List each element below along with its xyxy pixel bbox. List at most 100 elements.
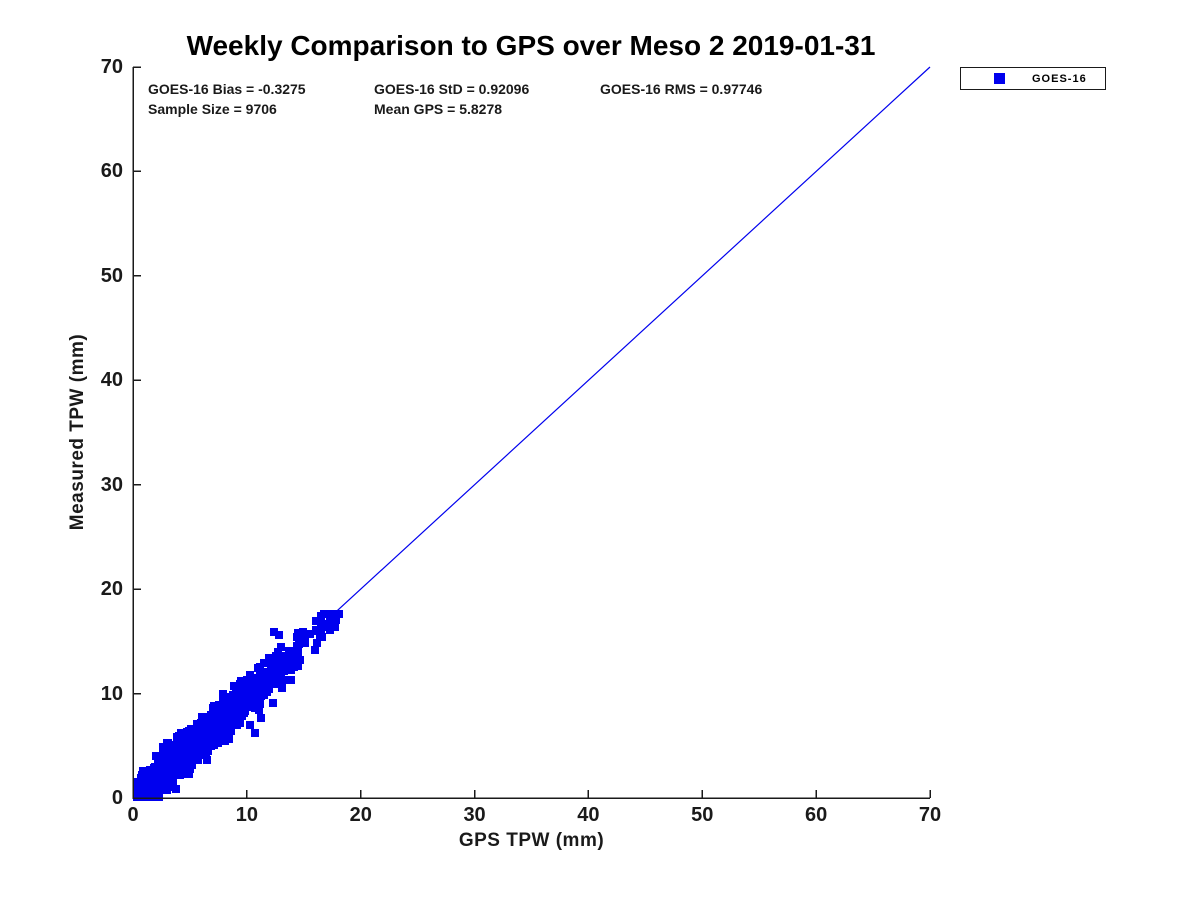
scatter-point [221, 713, 229, 721]
y-tick-label: 60 [100, 160, 123, 183]
scatter-point [210, 732, 218, 740]
scatter-point [270, 628, 278, 636]
legend-marker-square-icon [994, 73, 1005, 84]
scatter-point [233, 721, 241, 729]
scatter-point [278, 684, 286, 692]
scatter-point [277, 669, 285, 677]
scatter-point [160, 757, 168, 765]
scatter-point [187, 738, 195, 746]
scatter-series-goes16 [133, 610, 343, 801]
scatter-point [267, 660, 275, 668]
stat-std: GOES-16 StD = 0.92096 [374, 81, 530, 97]
scatter-point [290, 657, 298, 665]
scatter-point [311, 646, 319, 654]
scatter-point [280, 656, 288, 664]
x-tick-label: 70 [918, 804, 942, 826]
x-tick-label: 20 [349, 804, 372, 826]
scatter-point [161, 778, 169, 786]
scatter-point [215, 715, 223, 723]
scatter-point [294, 662, 302, 670]
scatter-point [237, 677, 245, 685]
scatter-point [247, 699, 255, 707]
scatter-point [153, 772, 161, 780]
scatter-point [190, 748, 198, 756]
scatter-point [332, 616, 340, 624]
stat-mean-gps: Mean GPS = 5.8278 [374, 101, 503, 117]
scatter-point [252, 691, 260, 699]
scatter-point [167, 770, 175, 778]
scatter-point [232, 695, 240, 703]
x-tick-label: 0 [127, 804, 139, 826]
scatter-point [272, 665, 280, 673]
scatter-point [282, 663, 290, 671]
scatter-point [301, 639, 309, 647]
scatter-point [203, 756, 211, 764]
scatter-point [264, 672, 272, 680]
scatter-point [146, 766, 154, 774]
scatter-point [312, 626, 320, 634]
scatter-point [252, 674, 260, 682]
stat-rms: GOES-16 RMS = 0.97746 [600, 81, 763, 97]
scatter-point [209, 704, 217, 712]
stat-bias: GOES-16 Bias = -0.3275 [148, 81, 306, 97]
scatter-point [210, 719, 218, 727]
scatter-point [154, 767, 162, 775]
y-tick-label: 50 [100, 264, 123, 287]
scatter-point [159, 743, 167, 751]
scatter-point [302, 630, 310, 638]
scatter-point [312, 617, 320, 625]
legend-box[interactable]: GOES-16 [960, 67, 1106, 90]
y-tick-label: 30 [100, 473, 123, 496]
scatter-point [196, 726, 204, 734]
scatter-point [257, 714, 265, 722]
y-tick-label: 40 [100, 369, 123, 392]
scatter-point [184, 749, 192, 757]
scatter-point [166, 760, 174, 768]
scatter-point [198, 719, 206, 727]
scatter-point [229, 707, 237, 715]
scatter-point [162, 752, 170, 760]
scatter-point [219, 695, 227, 703]
scatter-point [219, 690, 227, 698]
scatter-point [238, 706, 246, 714]
scatter-point [168, 783, 176, 791]
scatter-point [240, 692, 248, 700]
x-tick-label: 10 [235, 804, 258, 826]
scatter-point [152, 752, 160, 760]
scatter-point [285, 647, 293, 655]
scatter-point [251, 729, 259, 737]
scatter-point [202, 737, 210, 745]
scatter-point [235, 715, 243, 723]
scatter-point [177, 765, 185, 773]
scatter-point [269, 699, 277, 707]
scatter-point [293, 642, 301, 650]
y-axis-label: Measured TPW (mm) [67, 333, 88, 531]
y-tick-label: 0 [111, 787, 123, 809]
scatter-point [254, 696, 262, 704]
scatter-point [168, 777, 176, 785]
scatter-point [172, 748, 180, 756]
scatter-point [251, 704, 259, 712]
scatter-point [276, 675, 284, 683]
scatter-point [230, 682, 238, 690]
x-axis-label: GPS TPW (mm) [458, 830, 605, 851]
scatter-point [164, 739, 172, 747]
y-tick-label: 10 [100, 682, 123, 705]
scatter-point [241, 699, 249, 707]
chart-title: Weekly Comparison to GPS over Meso 2 201… [186, 30, 876, 61]
scatter-point [224, 697, 232, 705]
scatter-point [272, 652, 280, 660]
scatter-point [287, 676, 295, 684]
scatter-point [222, 703, 230, 711]
y-tick-label: 70 [100, 56, 123, 78]
scatter-point [229, 714, 237, 722]
scatter-point [265, 654, 273, 662]
scatter-point [209, 741, 217, 749]
scatter-point [145, 776, 153, 784]
scatter-point [166, 765, 174, 773]
scatter-point [327, 619, 335, 627]
x-tick-label: 60 [805, 804, 828, 826]
scatter-point [313, 639, 321, 647]
